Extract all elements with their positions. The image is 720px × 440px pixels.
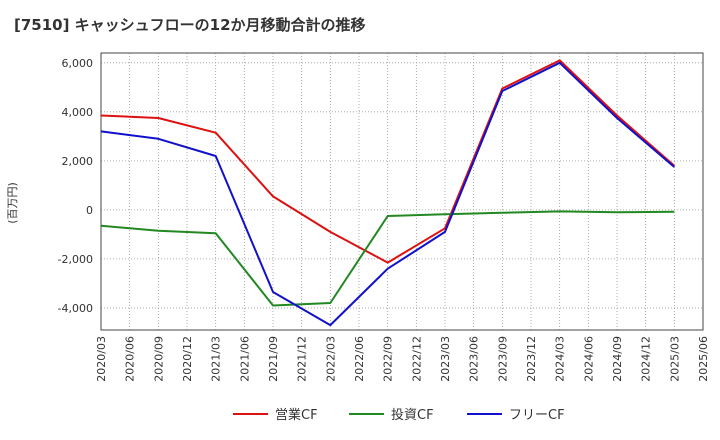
series-line xyxy=(100,210,675,307)
y-tick-label: -2,000 xyxy=(58,253,93,266)
x-tick-label: 2020/06 xyxy=(124,336,137,382)
x-tick-label: 2020/12 xyxy=(181,336,194,382)
y-tick-label: 2,000 xyxy=(62,155,94,168)
x-tick-label: 2024/09 xyxy=(611,336,624,382)
legend: 営業CF 投資CF フリーCF xyxy=(233,407,565,423)
x-tick-label: 2022/06 xyxy=(353,336,366,382)
x-tick-label: 2024/06 xyxy=(582,336,595,382)
y-tick-label: -4,000 xyxy=(58,302,93,315)
y-tick-label: 6,000 xyxy=(62,57,94,70)
chart-title: [7510] キャッシュフローの12か月移動合計の推移 xyxy=(14,16,366,34)
x-tick-label: 2020/09 xyxy=(152,336,165,382)
x-tick-label: 2022/03 xyxy=(324,336,337,382)
x-tick-label: 2021/09 xyxy=(267,336,280,382)
legend-label: 営業CF xyxy=(275,407,318,423)
plot-frame xyxy=(100,52,704,331)
x-tick-label: 2022/09 xyxy=(382,336,395,382)
plot-background xyxy=(101,53,703,330)
x-tick-label: 2024/03 xyxy=(554,336,567,382)
x-tick-label: 2023/12 xyxy=(525,336,538,382)
y-tick-label: 4,000 xyxy=(62,106,94,119)
x-tick-label: 2024/12 xyxy=(640,336,653,382)
x-tick-label: 2023/09 xyxy=(496,336,509,382)
legend-label: フリーCF xyxy=(509,408,565,423)
x-tick-label: 2025/06 xyxy=(697,336,710,382)
x-tick-label: 2021/12 xyxy=(296,336,309,382)
x-axis: 2020/03 2020/06 2020/09 2020/12 2021/03 2021/… xyxy=(95,336,710,382)
legend-label: 投資CF xyxy=(391,407,434,423)
x-tick-label: 2020/03 xyxy=(95,336,108,382)
y-axis: -4,000 -2,000 0 2,000 4,000 6,000 xyxy=(58,57,93,315)
y-tick-label: 0 xyxy=(86,204,93,217)
x-tick-label: 2025/03 xyxy=(668,336,681,382)
series-line xyxy=(100,59,675,264)
series-layer xyxy=(100,59,675,327)
x-tick-label: 2021/06 xyxy=(238,336,251,382)
y-axis-label: (百万円) xyxy=(6,182,19,224)
x-tick-label: 2021/03 xyxy=(210,336,223,382)
x-tick-label: 2022/12 xyxy=(410,336,423,382)
x-tick-label: 2023/06 xyxy=(468,336,481,382)
x-tick-label: 2023/03 xyxy=(439,336,452,382)
series-line xyxy=(100,61,675,327)
